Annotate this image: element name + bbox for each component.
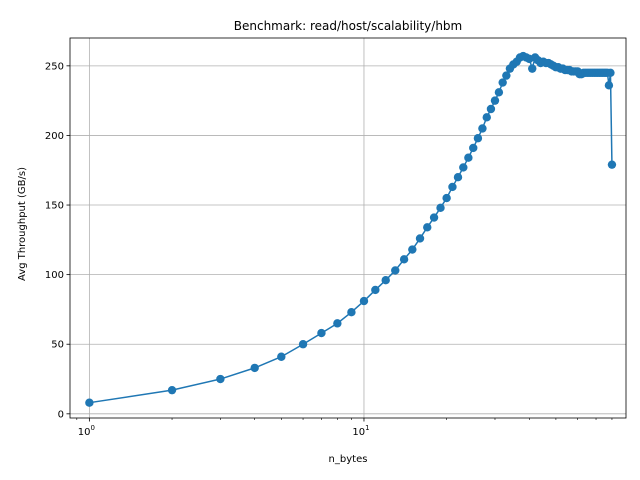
- data-point: [448, 182, 457, 192]
- data-point: [478, 124, 487, 133]
- data-point: [415, 234, 425, 243]
- data-point: [216, 374, 225, 384]
- data-point: [464, 153, 473, 162]
- data-point: [494, 88, 504, 97]
- data-point: [429, 213, 439, 222]
- plot-frame: [69, 37, 627, 419]
- x-tick-exponent: 0: [91, 424, 95, 432]
- data-point: [333, 319, 342, 328]
- data-point: [399, 255, 409, 264]
- x-tick-base: 10: [352, 427, 365, 438]
- chart-title: Benchmark: read/host/scalability/hbm: [234, 19, 463, 33]
- data-point: [482, 113, 491, 122]
- data-point: [391, 266, 400, 275]
- data-point: [453, 172, 463, 182]
- data-point: [298, 340, 308, 349]
- x-tick-label: 101: [352, 424, 369, 438]
- data-point: [167, 385, 177, 395]
- y-tick-label: 50: [51, 340, 64, 351]
- x-axis-label: n_bytes: [329, 454, 368, 465]
- data-point: [604, 81, 614, 90]
- data-point: [408, 245, 417, 254]
- y-tick-label: 100: [45, 270, 64, 281]
- data-point: [498, 78, 507, 87]
- data-point: [473, 134, 483, 143]
- y-tick-label: 0: [58, 409, 64, 420]
- data-point: [277, 352, 286, 361]
- data-point: [347, 308, 356, 317]
- data-point: [528, 64, 537, 73]
- data-point: [423, 223, 432, 232]
- data-point: [371, 285, 380, 295]
- x-tick-label: 100: [78, 424, 95, 438]
- data-point: [486, 104, 496, 114]
- y-axis-ticks: 0 50 100 150 200 250: [45, 61, 70, 420]
- x-tick-base: 10: [78, 427, 91, 438]
- y-tick-label: 150: [45, 201, 64, 212]
- data-point: [607, 160, 617, 169]
- grid-lines: [70, 38, 626, 418]
- data-point: [317, 328, 326, 338]
- x-tick-exponent: 1: [365, 424, 369, 432]
- x-axis-ticks: 100 101: [76, 418, 613, 438]
- data-point: [359, 296, 369, 306]
- data-point: [436, 203, 445, 213]
- y-tick-label: 250: [45, 61, 64, 72]
- data-point: [381, 275, 390, 285]
- data-point: [490, 96, 500, 105]
- data-point: [469, 143, 478, 153]
- data-point: [459, 163, 468, 172]
- data-point: [502, 71, 511, 80]
- data-point: [250, 363, 259, 373]
- data-point: [85, 398, 94, 407]
- data-points: [85, 51, 617, 407]
- y-tick-label: 200: [45, 131, 64, 142]
- y-axis-label: Avg Throughput (GB/s): [17, 167, 28, 281]
- data-point: [442, 193, 451, 203]
- data-point: [606, 68, 615, 77]
